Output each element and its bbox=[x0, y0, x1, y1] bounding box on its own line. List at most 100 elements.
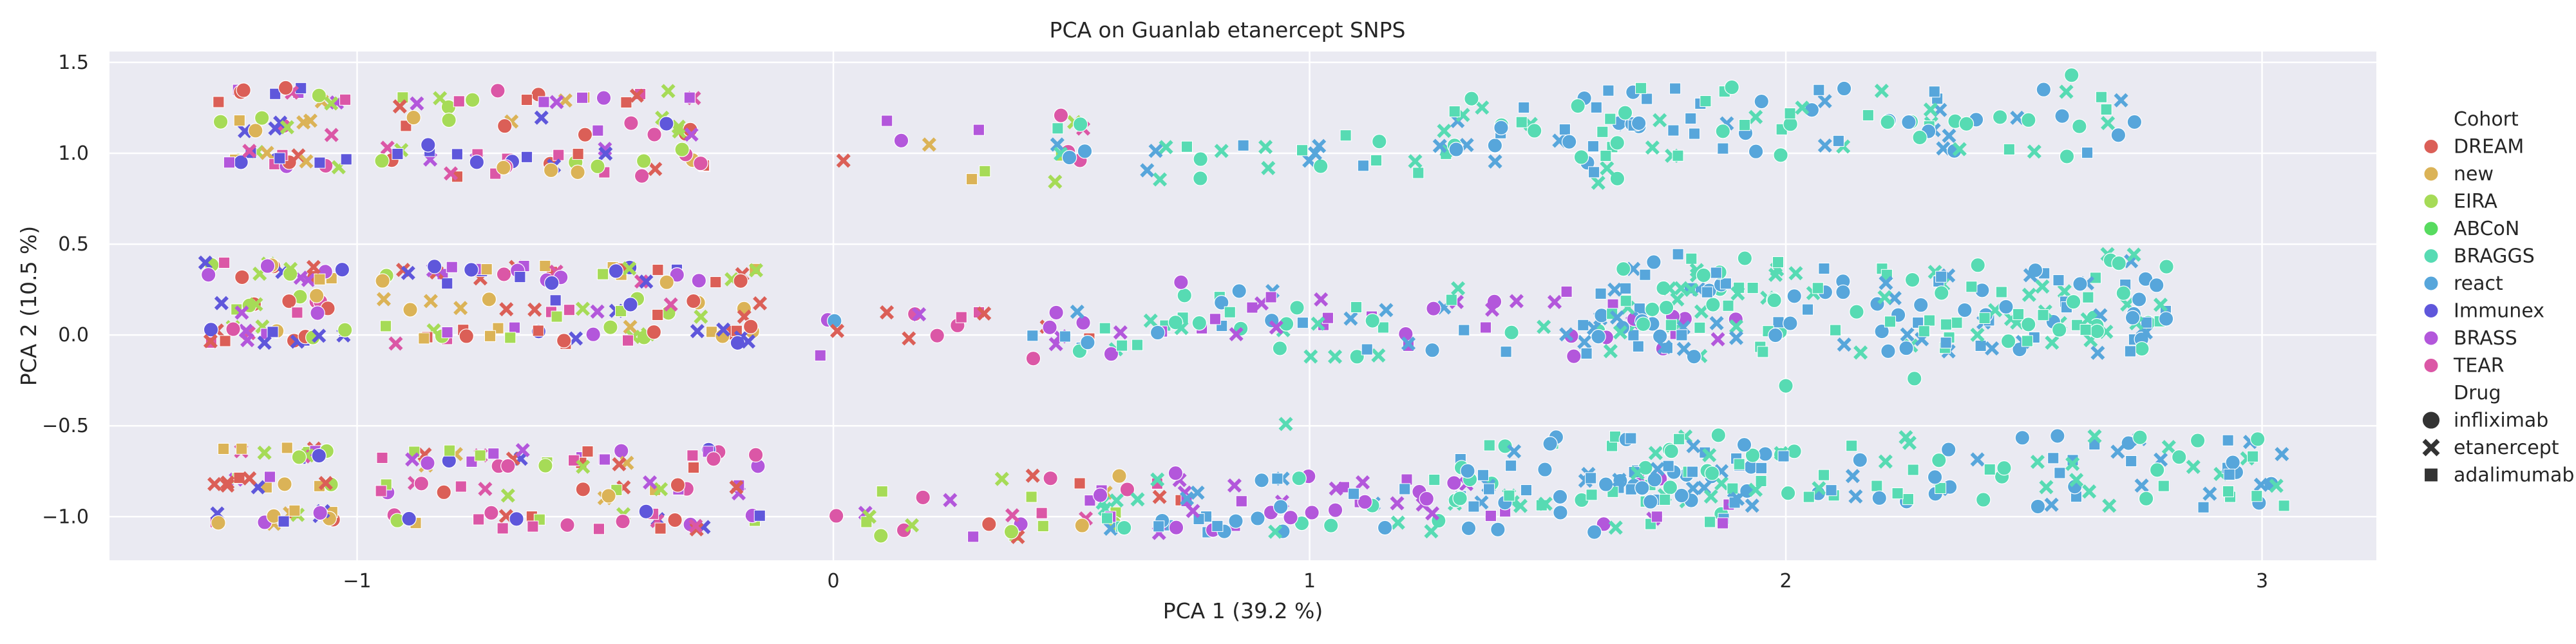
data-point bbox=[1074, 518, 1090, 533]
data-point bbox=[1526, 123, 1542, 138]
data-point bbox=[2278, 500, 2290, 512]
x-tick-label: −1 bbox=[343, 570, 371, 592]
data-point bbox=[1537, 319, 1551, 334]
data-point bbox=[1609, 171, 1625, 187]
data-point bbox=[572, 147, 584, 160]
data-point bbox=[1940, 318, 1952, 330]
data-point bbox=[828, 508, 844, 524]
data-point bbox=[1191, 315, 1208, 331]
data-point bbox=[1795, 100, 1810, 115]
data-point bbox=[585, 327, 601, 343]
data-point bbox=[1350, 301, 1363, 314]
data-point bbox=[1600, 161, 1615, 176]
outlier-point bbox=[2063, 67, 2079, 83]
data-point bbox=[1042, 319, 1057, 336]
data-point bbox=[2222, 485, 2234, 498]
data-point bbox=[2050, 428, 2065, 444]
data-point bbox=[1940, 337, 1952, 349]
data-point bbox=[375, 485, 387, 497]
data-point bbox=[1880, 114, 1895, 130]
legend-swatch bbox=[2423, 249, 2439, 263]
data-point bbox=[670, 477, 686, 493]
data-point bbox=[405, 452, 420, 467]
data-point bbox=[753, 296, 768, 311]
data-point bbox=[1942, 128, 1956, 143]
legend-swatch bbox=[2423, 166, 2439, 182]
data-point bbox=[1296, 317, 1309, 329]
data-point bbox=[659, 116, 674, 131]
data-point bbox=[2148, 278, 2164, 293]
legend-marker bbox=[2422, 439, 2440, 457]
data-point bbox=[862, 509, 877, 524]
data-point bbox=[1025, 491, 1037, 503]
legend-title-cohort: Cohort bbox=[2454, 108, 2519, 131]
data-point bbox=[549, 95, 564, 109]
data-point bbox=[421, 137, 436, 153]
data-point bbox=[1412, 167, 1425, 179]
data-point bbox=[1849, 304, 1864, 319]
data-point bbox=[219, 335, 231, 347]
data-point bbox=[515, 442, 530, 458]
data-point bbox=[1371, 348, 1386, 363]
data-point bbox=[1604, 113, 1616, 125]
data-point bbox=[1884, 316, 1896, 328]
data-point bbox=[733, 273, 748, 289]
data-point bbox=[1327, 349, 1343, 364]
data-point bbox=[1314, 292, 1329, 307]
data-point bbox=[1377, 321, 1389, 334]
data-point bbox=[1630, 466, 1645, 480]
data-point bbox=[2082, 291, 2094, 303]
data-point bbox=[881, 115, 893, 127]
data-point bbox=[1048, 305, 1064, 321]
data-point bbox=[1659, 493, 1671, 506]
data-point bbox=[683, 91, 696, 104]
y-tick-label: 1.5 bbox=[58, 52, 89, 74]
data-point bbox=[469, 155, 485, 170]
data-point bbox=[1996, 460, 2012, 476]
data-point bbox=[1598, 477, 1614, 492]
data-point bbox=[608, 263, 624, 279]
data-point bbox=[1077, 143, 1093, 159]
data-point bbox=[1371, 133, 1387, 149]
data-point bbox=[814, 349, 826, 361]
data-point bbox=[1312, 158, 1329, 174]
data-point bbox=[1053, 108, 1069, 123]
data-point bbox=[634, 168, 650, 184]
data-point bbox=[420, 455, 435, 471]
data-point bbox=[1119, 482, 1135, 497]
data-point bbox=[748, 263, 763, 278]
data-point bbox=[2052, 274, 2065, 287]
data-point bbox=[955, 311, 967, 323]
data-point bbox=[1667, 124, 1680, 137]
data-point bbox=[1717, 517, 1729, 529]
data-point bbox=[1878, 454, 1893, 469]
data-point bbox=[652, 308, 664, 321]
data-point bbox=[1573, 149, 1589, 165]
data-point bbox=[1609, 310, 1625, 325]
data-point bbox=[1812, 282, 1824, 294]
legend-swatch bbox=[2423, 221, 2439, 236]
data-point bbox=[1710, 267, 1722, 279]
data-point bbox=[1401, 336, 1416, 351]
data-point bbox=[1509, 294, 1524, 308]
data-point bbox=[2035, 279, 2050, 294]
data-point bbox=[374, 153, 390, 169]
data-point bbox=[1729, 319, 1744, 334]
data-point bbox=[912, 307, 927, 322]
data-point bbox=[2059, 84, 2074, 99]
data-point bbox=[1907, 464, 1919, 476]
data-point bbox=[2054, 108, 2070, 124]
data-point bbox=[1935, 482, 1947, 495]
data-point bbox=[2089, 323, 2105, 339]
data-point bbox=[1503, 489, 1515, 502]
data-point bbox=[242, 144, 257, 158]
data-point bbox=[1116, 339, 1128, 352]
data-point bbox=[474, 450, 486, 462]
data-point bbox=[622, 334, 634, 346]
data-point bbox=[1714, 476, 1729, 491]
data-point bbox=[2065, 294, 2081, 310]
data-point bbox=[1099, 322, 1111, 334]
data-point bbox=[1507, 444, 1522, 459]
data-point bbox=[1059, 330, 1071, 343]
data-point bbox=[2251, 490, 2263, 502]
